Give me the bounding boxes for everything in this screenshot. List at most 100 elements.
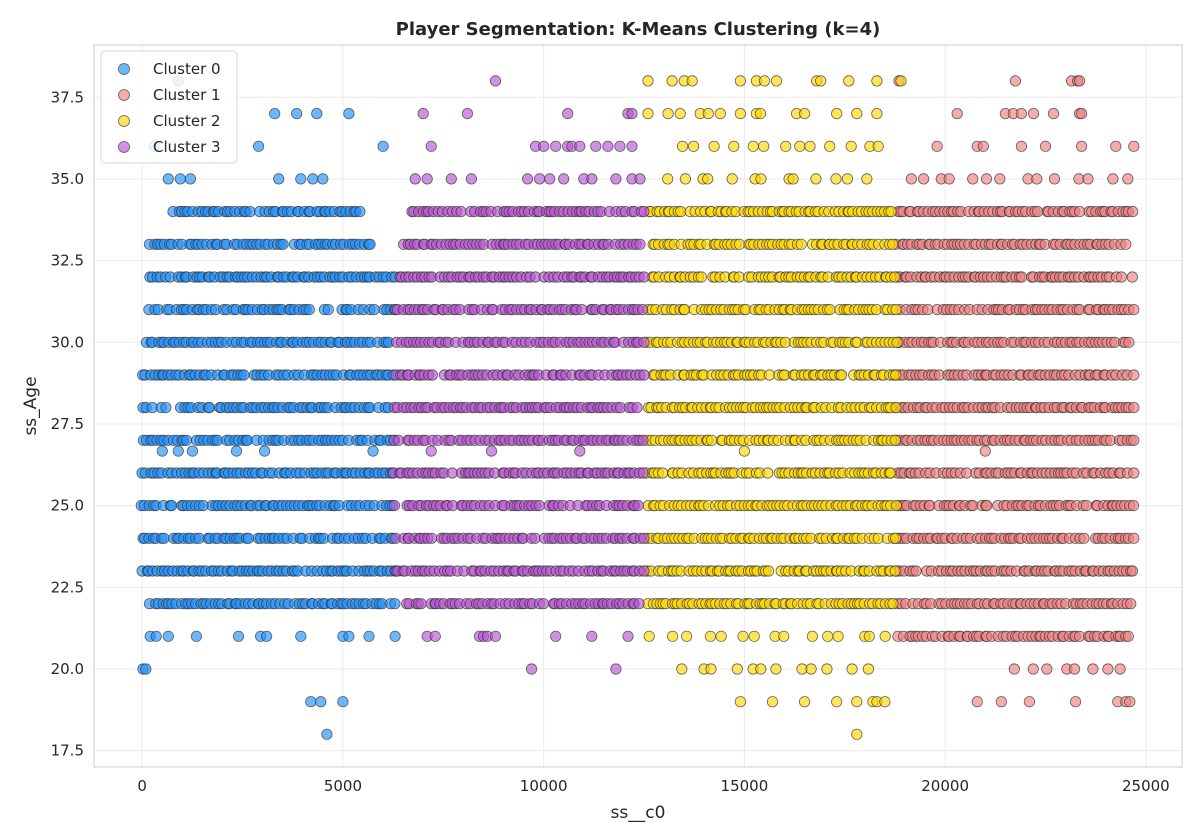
data-point — [322, 303, 334, 316]
data-point — [190, 630, 202, 642]
data-point — [186, 445, 198, 457]
y-tick-label: 30.0 — [51, 333, 84, 351]
data-point — [943, 173, 955, 185]
data-point — [951, 108, 963, 120]
series-cluster-3 — [387, 75, 650, 675]
data-point — [461, 108, 473, 120]
data-point — [1041, 663, 1053, 675]
data-point — [861, 173, 873, 185]
data-point — [763, 369, 776, 381]
data-point — [1068, 663, 1081, 675]
data-point — [238, 369, 250, 381]
data-point — [638, 206, 650, 218]
data-point — [538, 140, 550, 152]
x-tick-label: 0 — [137, 777, 147, 795]
data-point — [172, 445, 184, 457]
data-point — [704, 630, 717, 642]
data-point — [277, 238, 289, 250]
y-axis-label: ss_Age — [21, 376, 41, 435]
legend-marker — [118, 89, 130, 101]
data-point — [1120, 238, 1132, 250]
data-point — [363, 630, 375, 642]
data-point — [890, 303, 902, 316]
data-point — [160, 401, 172, 414]
data-point — [1076, 140, 1088, 152]
data-point — [388, 499, 401, 512]
data-point — [872, 140, 884, 152]
data-point — [830, 173, 842, 185]
data-point — [674, 108, 686, 120]
data-point — [748, 630, 760, 642]
data-point — [851, 108, 863, 120]
data-point — [810, 173, 822, 185]
data-point — [889, 271, 901, 283]
data-point — [269, 108, 281, 120]
data-point — [1128, 434, 1140, 446]
data-point — [367, 445, 379, 457]
data-point — [1102, 663, 1114, 675]
data-point — [295, 630, 307, 642]
data-point — [675, 206, 687, 218]
data-point — [1122, 173, 1134, 185]
data-point — [895, 75, 907, 87]
data-point — [887, 238, 899, 250]
data-point — [1115, 271, 1128, 283]
data-point — [626, 108, 638, 120]
data-point — [521, 173, 534, 185]
data-point — [533, 499, 545, 512]
data-point — [614, 140, 626, 152]
data-point — [311, 108, 323, 120]
data-point — [905, 173, 918, 185]
legend-marker — [118, 115, 130, 127]
data-point — [1076, 108, 1088, 120]
data-point — [586, 630, 598, 642]
data-point — [871, 108, 883, 120]
data-point — [643, 630, 655, 642]
data-point — [1125, 598, 1137, 610]
data-point — [638, 565, 650, 577]
data-point — [1027, 108, 1040, 120]
data-point — [421, 173, 433, 185]
data-point — [1122, 630, 1134, 642]
data-point — [602, 140, 614, 152]
data-point — [622, 630, 634, 642]
data-point — [590, 140, 602, 152]
data-point — [863, 630, 875, 642]
data-point — [417, 108, 429, 120]
data-point — [831, 108, 843, 120]
data-point — [1031, 173, 1043, 185]
data-point — [758, 140, 770, 152]
data-point — [446, 467, 458, 479]
data-point — [676, 140, 689, 152]
data-point — [824, 140, 836, 152]
data-point — [917, 173, 930, 185]
x-tick-label: 25000 — [1122, 777, 1170, 795]
data-point — [1048, 173, 1061, 185]
data-point — [445, 173, 457, 185]
data-point — [550, 630, 562, 642]
data-point — [1015, 108, 1028, 120]
data-point — [610, 173, 622, 185]
data-point — [1128, 303, 1140, 316]
data-point — [770, 663, 782, 675]
data-point — [211, 434, 224, 446]
data-point — [734, 696, 747, 708]
data-point — [960, 467, 973, 479]
legend-marker — [118, 63, 130, 75]
x-tick-label: 15000 — [721, 777, 769, 795]
data-point — [1009, 75, 1022, 87]
data-point — [574, 140, 586, 152]
legend-label: Cluster 1 — [153, 86, 221, 104]
data-point — [824, 303, 836, 316]
data-point — [679, 173, 692, 185]
y-tick-label: 20.0 — [51, 660, 84, 678]
data-point — [755, 173, 767, 185]
data-point — [610, 663, 622, 675]
data-point — [806, 630, 819, 642]
data-point — [733, 271, 745, 283]
y-tick-label: 32.5 — [51, 252, 84, 270]
data-point — [203, 401, 215, 414]
data-point — [787, 173, 799, 185]
data-point — [728, 140, 740, 152]
